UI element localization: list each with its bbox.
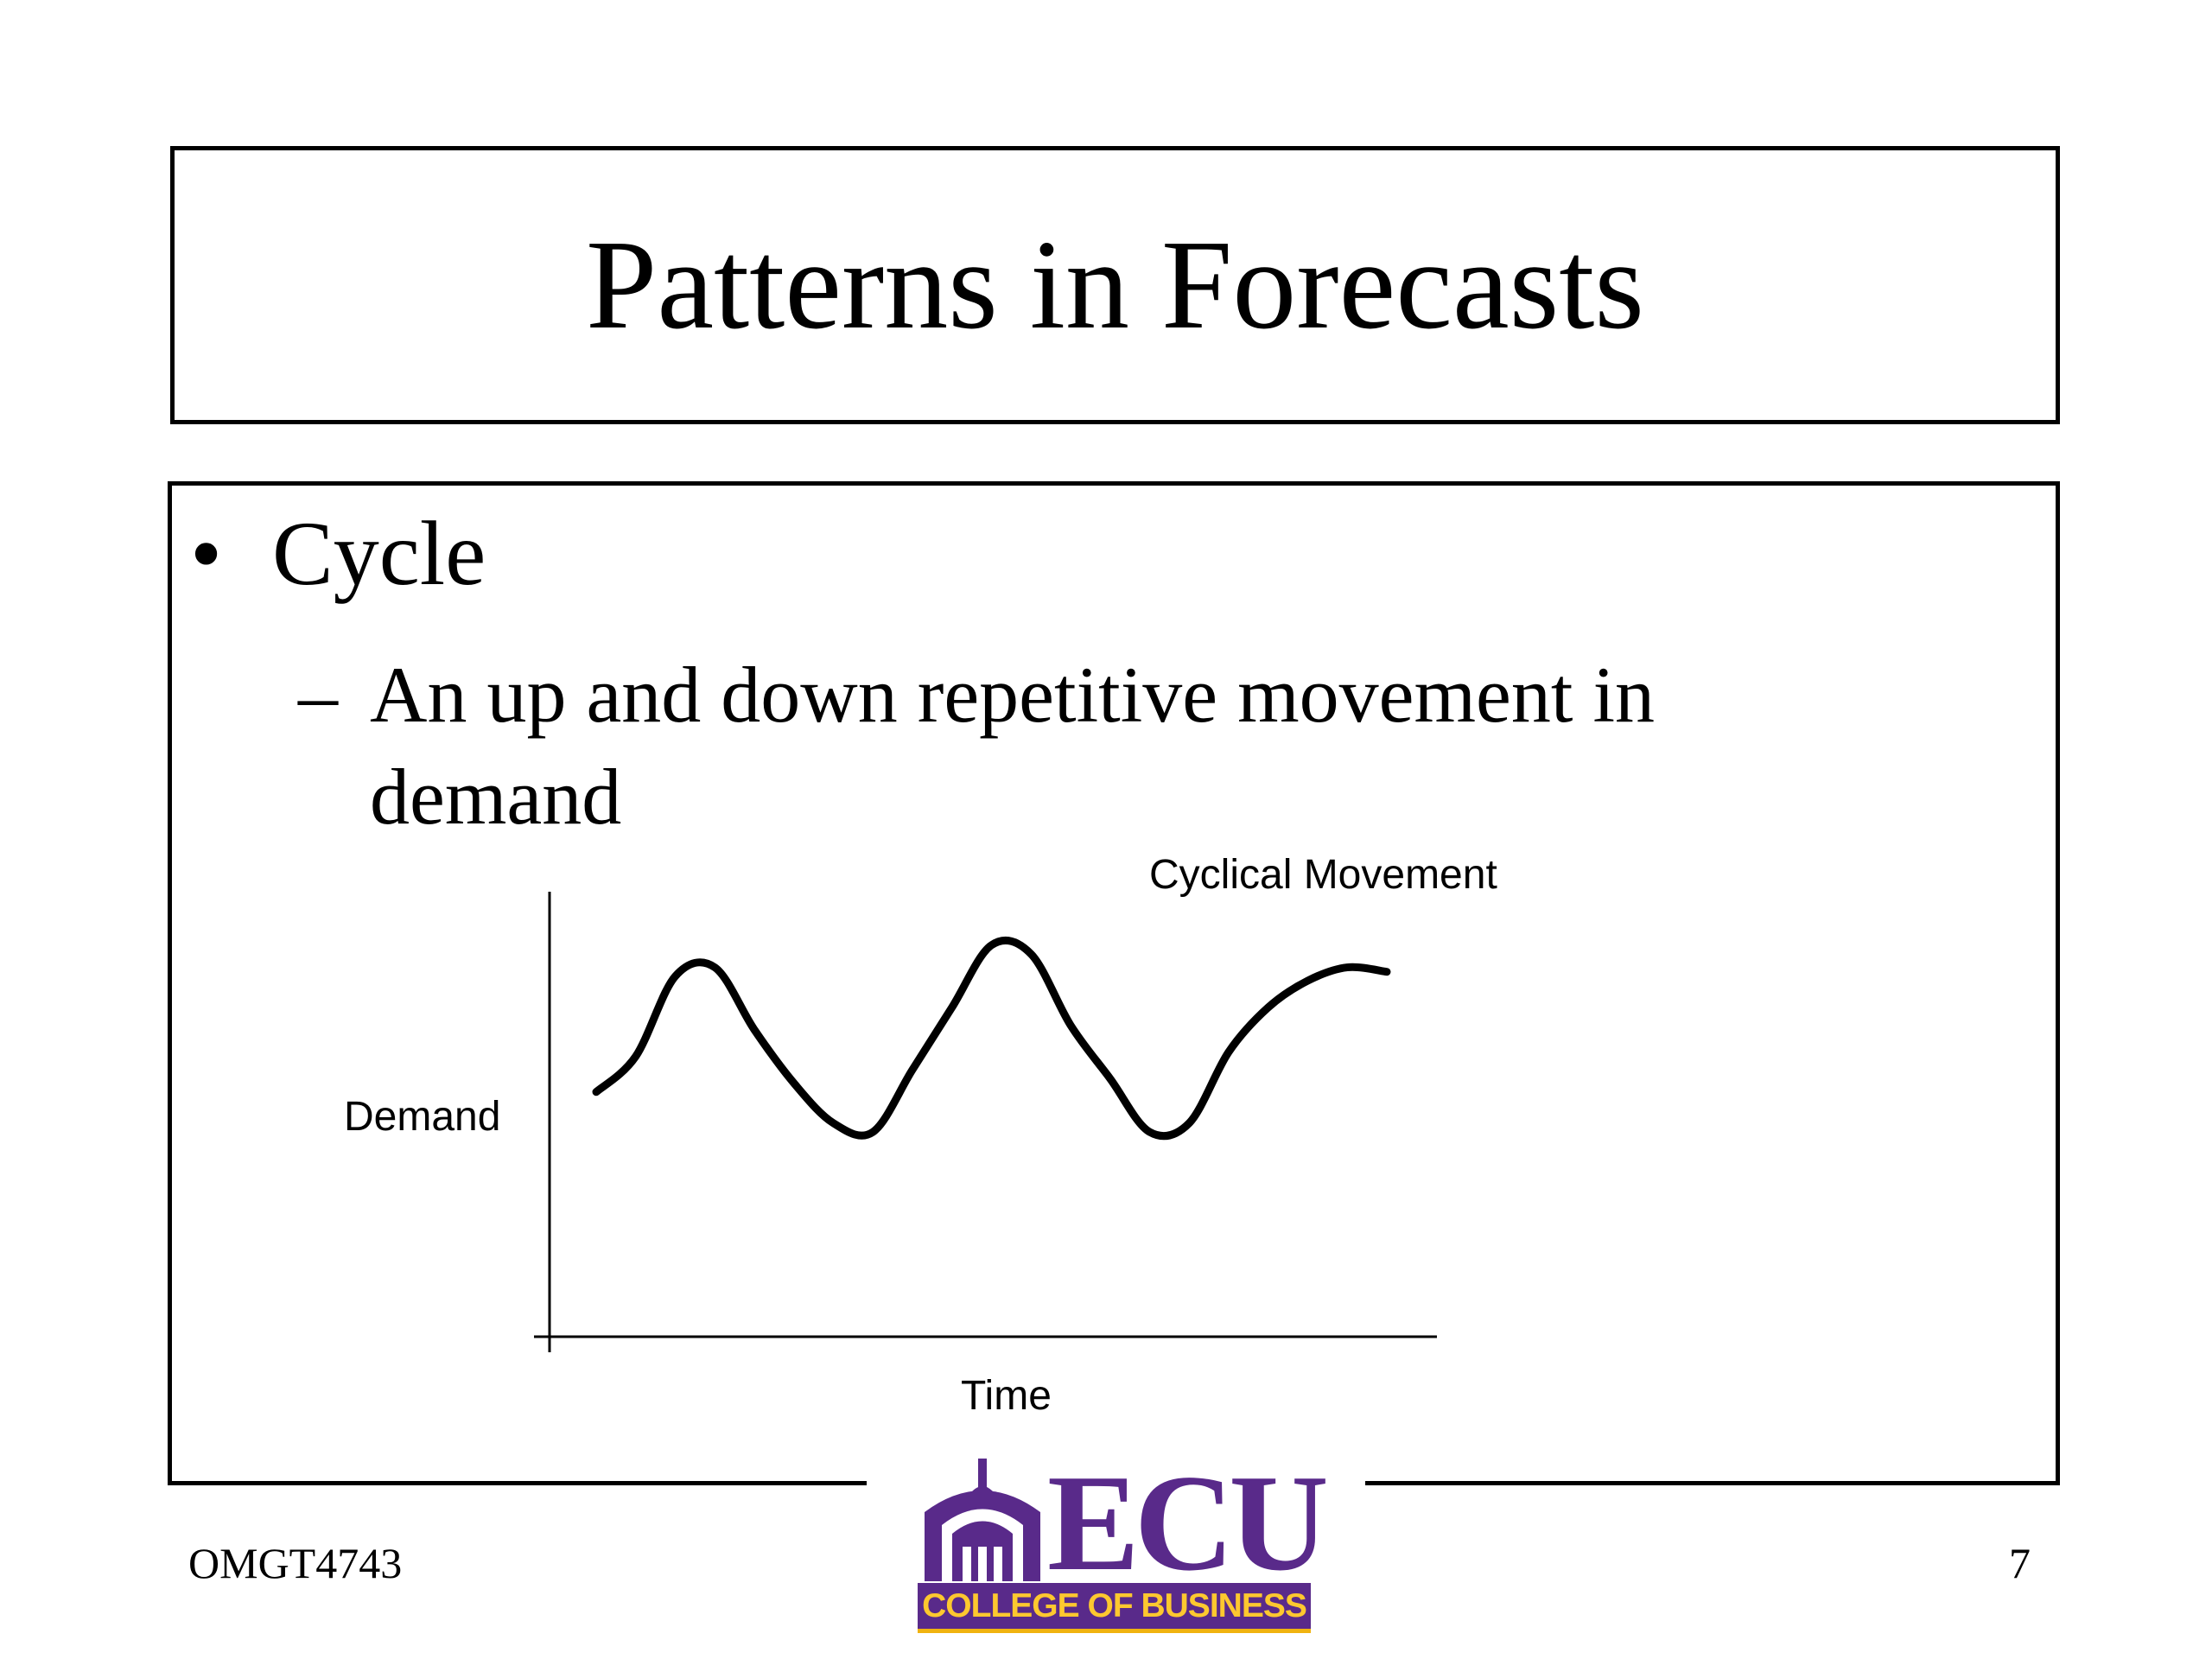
cupola-icon <box>925 1459 1040 1581</box>
chart-title: Cyclical Movement <box>1149 852 1497 898</box>
bullet-text: Cycle <box>272 503 486 604</box>
sub-bullet-marker: – <box>298 651 338 739</box>
demand-series-line <box>592 936 1391 1141</box>
ecu-logo: ECU COLLEGE OF BUSINESS <box>918 1452 1329 1637</box>
chart-y-axis-label: Demand <box>344 1094 501 1140</box>
logo-banner: COLLEGE OF BUSINESS <box>918 1583 1311 1633</box>
slide-title: Patterns in Forecasts <box>586 214 1644 356</box>
course-code: OMGT4743 <box>188 1539 403 1587</box>
chart-x-axis-label: Time <box>961 1373 1052 1419</box>
bullet-marker: • <box>190 503 223 604</box>
logo-wordmark: ECU <box>1047 1446 1329 1599</box>
page-number: 7 <box>2009 1539 2031 1587</box>
slide-title-box: Patterns in Forecasts <box>170 146 2060 424</box>
sub-bullet-text: An up and down repetitive movement in de… <box>370 651 1656 841</box>
